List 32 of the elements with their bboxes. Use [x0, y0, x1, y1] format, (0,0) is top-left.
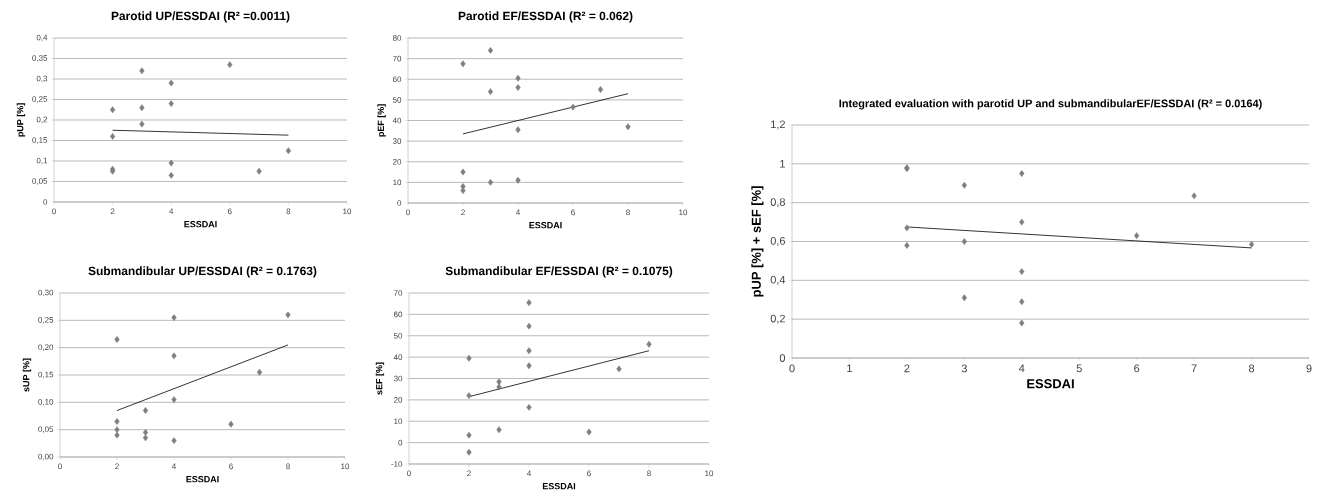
x-tick-label: 4	[1018, 364, 1025, 373]
x-tick-label: 3	[961, 364, 967, 373]
chart-title: Parotid UP/ESSDAI (R² =0.0011)	[111, 11, 290, 23]
x-axis-title: ESSDAI	[1027, 379, 1074, 389]
x-tick-label: 6	[1134, 364, 1140, 373]
x-tick-label: 5	[1076, 364, 1082, 373]
y-tick-label: 0,2	[770, 314, 785, 324]
x-axis-title: ESSDAI	[529, 221, 562, 229]
y-axis-title: sUP [%]	[22, 358, 32, 392]
x-tick-label: 1	[847, 364, 852, 373]
chart-title: Submandibular EF/ESSDAI (R² = 0.1075)	[445, 266, 673, 278]
x-tick-label: 2	[904, 364, 910, 373]
x-tick-label: 9	[1306, 364, 1312, 373]
x-tick-label: 0	[789, 364, 795, 373]
chart-title: Submandibular UP/ESSDAI (R² = 0.1763)	[88, 266, 317, 278]
y-axis-title: sEF [%]	[375, 362, 385, 395]
x-axis-title: ESSDAI	[184, 220, 217, 228]
x-tick-label: 8	[1248, 364, 1255, 373]
y-tick-label: 0	[779, 354, 786, 362]
y-axis-title: pUP [%] + sEF [%]	[751, 186, 764, 297]
y-tick-label: 0,4	[770, 275, 786, 285]
x-tick-label: 7	[1191, 364, 1197, 373]
y-axis-title: pUP [%]	[16, 103, 26, 137]
chart-title: Integrated evaluation with parotid UP and submandibularEF/ESSDAI (R² = 0.0164)	[839, 99, 1262, 110]
y-tick-label: 1	[780, 160, 785, 168]
y-tick-label: 0,8	[770, 198, 785, 208]
y-tick-label: 0,6	[770, 236, 785, 247]
y-axis-title: pEF [%]	[377, 104, 386, 137]
y-tick-label: 1,2	[771, 120, 785, 130]
x-axis-title: ESSDAI	[186, 476, 219, 483]
chart-title: Parotid EF/ESSDAI (R² = 0.062)	[458, 11, 633, 23]
x-axis-title: ESSDAI	[542, 483, 576, 490]
